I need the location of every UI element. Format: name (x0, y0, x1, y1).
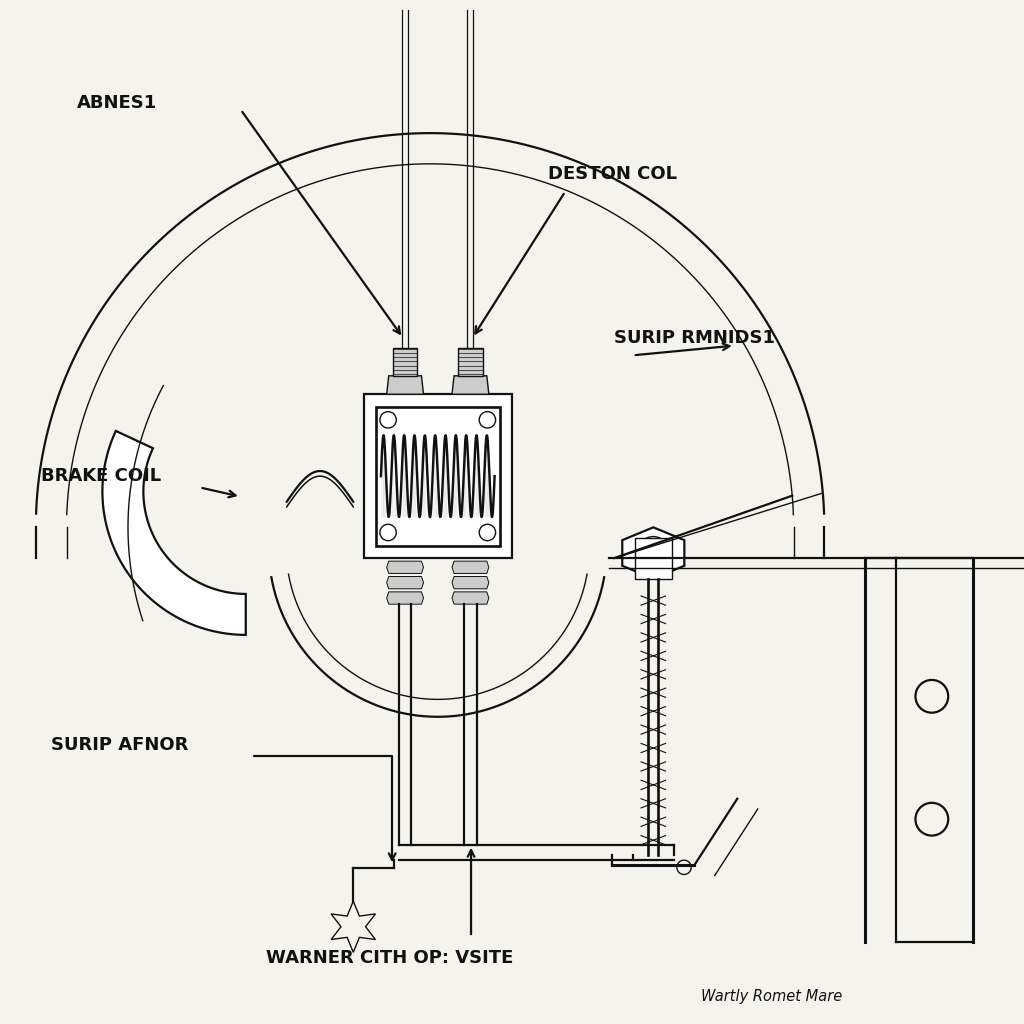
Text: SURIP AFNOR: SURIP AFNOR (51, 735, 188, 754)
Polygon shape (387, 592, 424, 604)
Polygon shape (635, 538, 672, 579)
Polygon shape (458, 348, 482, 376)
Text: ABNES1: ABNES1 (77, 93, 157, 112)
Polygon shape (452, 561, 488, 573)
Polygon shape (393, 348, 418, 376)
Polygon shape (452, 592, 488, 604)
Polygon shape (452, 577, 488, 589)
Text: BRAKE COIL: BRAKE COIL (41, 467, 161, 485)
Polygon shape (387, 376, 424, 394)
Polygon shape (452, 376, 488, 394)
Text: WARNER CITH OP: VSITE: WARNER CITH OP: VSITE (266, 948, 514, 967)
Text: DESTON COL: DESTON COL (548, 165, 677, 183)
Polygon shape (387, 561, 424, 573)
Polygon shape (102, 431, 246, 635)
Text: Wartly Romet Mare: Wartly Romet Mare (701, 989, 843, 1005)
Polygon shape (623, 527, 684, 579)
Polygon shape (364, 394, 512, 558)
Text: SURIP RMNIDS1: SURIP RMNIDS1 (614, 329, 775, 347)
Polygon shape (387, 577, 424, 589)
